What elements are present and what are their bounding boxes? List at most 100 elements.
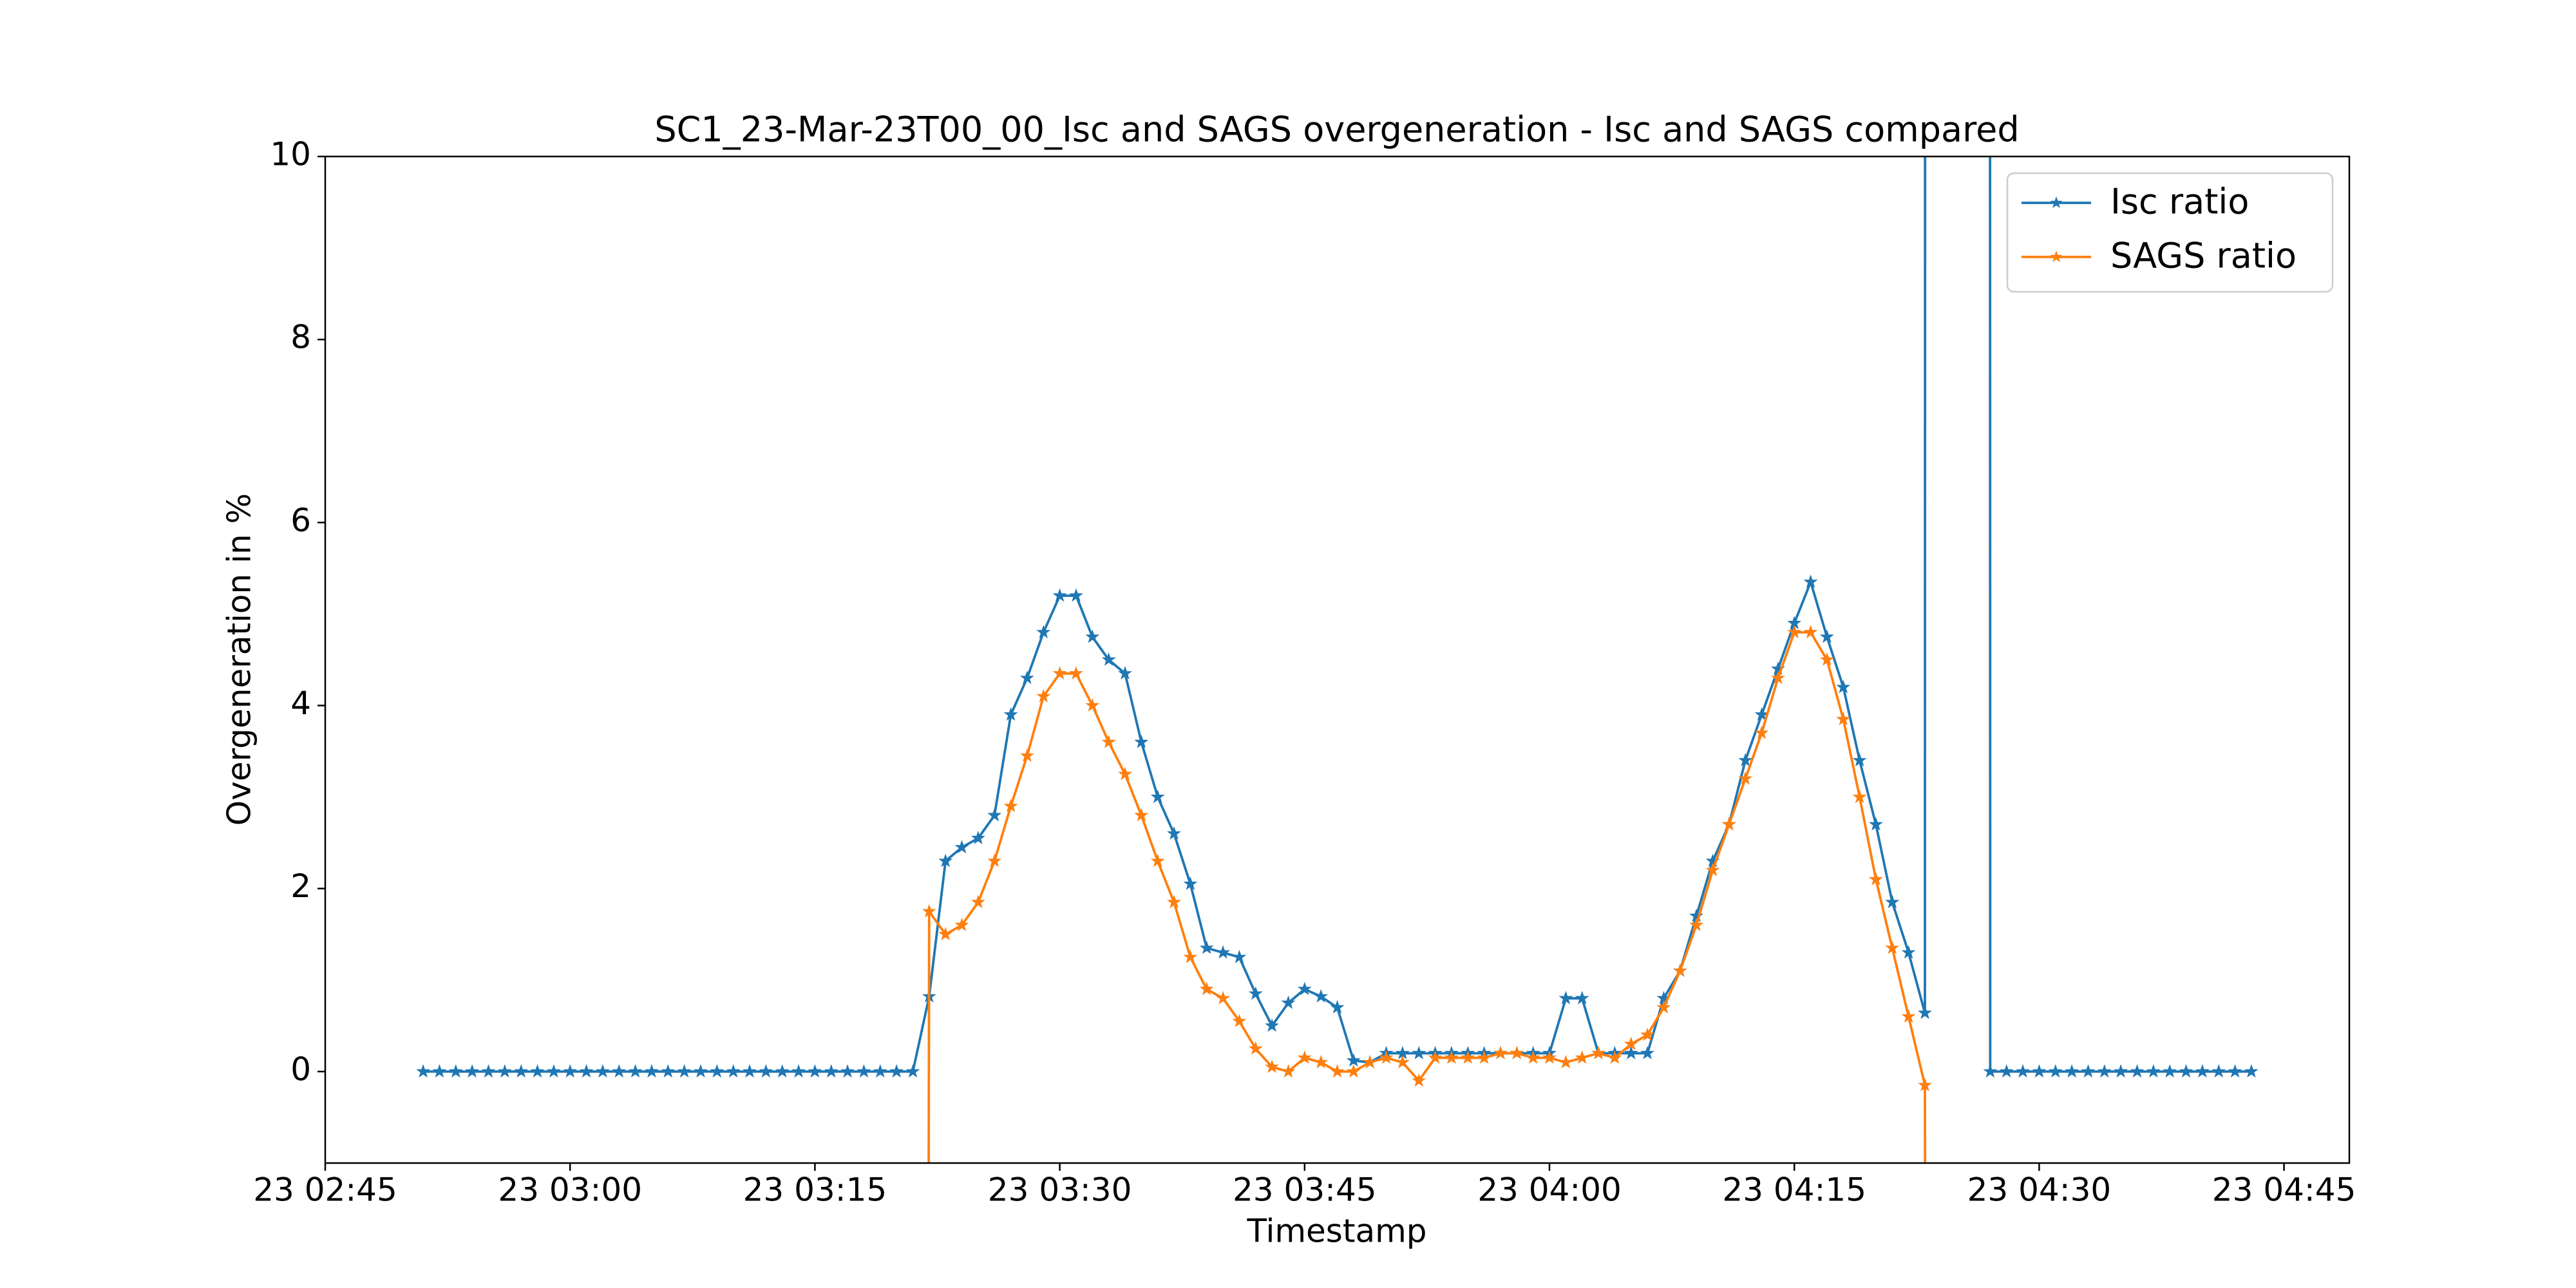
marker <box>905 1064 920 1078</box>
marker <box>1232 1014 1247 1028</box>
marker <box>1183 949 1198 963</box>
marker <box>1003 707 1018 721</box>
marker <box>595 1064 610 1078</box>
marker <box>2081 1064 2096 1078</box>
marker <box>1036 688 1051 703</box>
marker <box>1216 945 1231 959</box>
marker <box>1738 771 1753 785</box>
marker <box>1281 995 1296 1009</box>
marker <box>1330 1064 1345 1078</box>
marker <box>1558 990 1573 1005</box>
marker <box>2114 1064 2128 1078</box>
marker <box>2016 1064 2031 1078</box>
marker <box>1852 753 1867 767</box>
marker <box>1068 666 1083 680</box>
marker <box>922 904 936 918</box>
marker <box>1134 734 1149 748</box>
marker <box>2048 1064 2063 1078</box>
marker <box>514 1064 529 1078</box>
marker <box>546 1064 561 1078</box>
marker <box>465 1064 480 1078</box>
marker <box>857 1064 871 1078</box>
marker <box>1640 1027 1655 1041</box>
marker <box>2146 1064 2161 1078</box>
marker <box>1901 1009 1916 1023</box>
marker <box>1836 712 1851 726</box>
marker <box>759 1064 773 1078</box>
legend-marker <box>2050 251 2063 263</box>
marker <box>954 840 969 854</box>
y-tick-label: 10 <box>270 136 311 173</box>
marker <box>2244 1064 2259 1078</box>
marker <box>1868 817 1883 831</box>
marker <box>1248 1041 1263 1055</box>
marker <box>677 1064 692 1078</box>
marker <box>628 1064 643 1078</box>
marker <box>1281 1064 1296 1078</box>
marker <box>2179 1064 2193 1078</box>
marker <box>1395 1055 1410 1069</box>
marker <box>1019 670 1034 685</box>
x-tick-label: 23 04:30 <box>1967 1171 2112 1209</box>
marker <box>1346 1053 1361 1067</box>
x-tick-label: 23 03:45 <box>1233 1171 1377 1209</box>
marker <box>808 1064 822 1078</box>
x-tick-label: 23 03:15 <box>743 1171 887 1209</box>
marker <box>1167 826 1181 840</box>
marker <box>840 1064 855 1078</box>
x-tick-label: 23 03:30 <box>988 1171 1132 1209</box>
marker <box>938 927 953 941</box>
marker <box>1330 999 1345 1014</box>
marker <box>661 1064 676 1078</box>
marker <box>1297 981 1312 996</box>
marker <box>1412 1045 1426 1059</box>
marker <box>1493 1045 1508 1059</box>
marker <box>938 853 953 867</box>
chart-title: SC1_23-Mar-23T00_00_Isc and SAGS overgen… <box>654 109 2019 150</box>
marker <box>448 1064 463 1078</box>
marker <box>1803 574 1818 589</box>
marker <box>1118 766 1132 781</box>
marker <box>2228 1064 2242 1078</box>
y-tick-label: 6 <box>290 502 311 539</box>
marker <box>694 1064 708 1078</box>
marker <box>1918 1077 1932 1092</box>
marker <box>432 1064 447 1078</box>
legend-marker <box>2050 196 2063 209</box>
marker <box>954 918 969 931</box>
marker <box>1248 986 1263 1000</box>
marker <box>1705 862 1720 876</box>
x-tick-label: 23 03:00 <box>498 1171 642 1209</box>
marker <box>1721 817 1736 831</box>
marker <box>481 1064 496 1078</box>
y-tick-label: 2 <box>290 867 311 905</box>
marker <box>497 1064 512 1078</box>
marker <box>1216 990 1231 1005</box>
marker <box>971 895 985 909</box>
marker <box>1819 629 1834 643</box>
marker <box>889 1064 904 1078</box>
marker <box>1085 629 1100 643</box>
marker <box>1101 734 1116 748</box>
marker <box>726 1064 741 1078</box>
marker <box>1199 981 1214 996</box>
marker <box>1575 1050 1589 1064</box>
marker <box>1754 725 1769 739</box>
marker <box>1461 1050 1475 1064</box>
marker <box>1265 1018 1280 1032</box>
marker <box>1068 588 1083 602</box>
y-axis-label: Overgeneration in % <box>221 493 258 826</box>
marker <box>1901 945 1916 959</box>
marker <box>1314 989 1329 1003</box>
marker <box>1999 1064 2014 1078</box>
marker <box>2065 1064 2079 1078</box>
marker <box>1019 748 1034 762</box>
x-tick-label: 23 04:15 <box>1722 1171 1866 1209</box>
marker <box>1297 1050 1312 1064</box>
marker <box>1689 918 1704 931</box>
marker <box>1983 1064 1998 1078</box>
marker <box>710 1064 724 1078</box>
marker <box>579 1064 594 1078</box>
marker <box>1624 1036 1638 1050</box>
